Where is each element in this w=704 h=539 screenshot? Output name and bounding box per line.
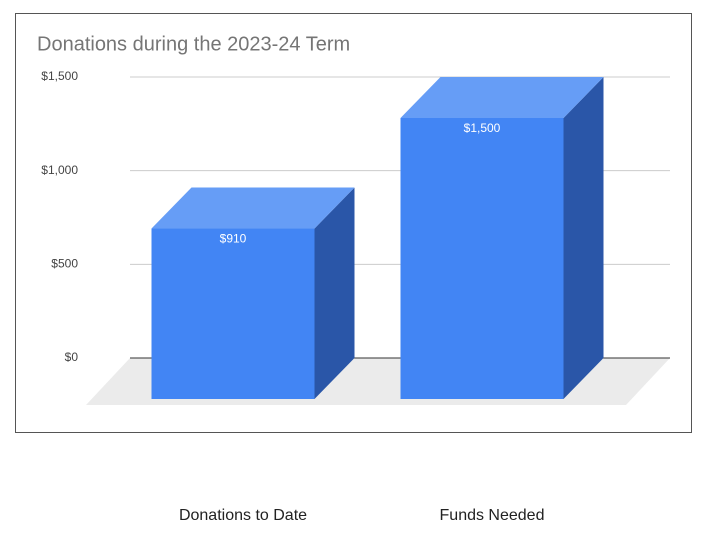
bar	[400, 118, 564, 399]
value-label: $910	[220, 232, 247, 246]
x-tick-label: Funds Needed	[440, 507, 545, 524]
bar-top	[400, 77, 604, 118]
y-tick-label: $0	[65, 350, 79, 364]
y-tick-label: $1,000	[41, 163, 78, 177]
y-tick-label: $500	[51, 257, 78, 271]
bar-side	[563, 77, 604, 399]
y-tick-label: $1,500	[41, 69, 78, 83]
bar-top	[151, 187, 355, 229]
bar	[151, 228, 315, 399]
x-tick-label: Donations to Date	[179, 507, 307, 524]
chart-title: Donations during the 2023-24 Term	[37, 33, 350, 55]
bar-side	[314, 187, 355, 399]
value-label: $1,500	[464, 121, 501, 135]
